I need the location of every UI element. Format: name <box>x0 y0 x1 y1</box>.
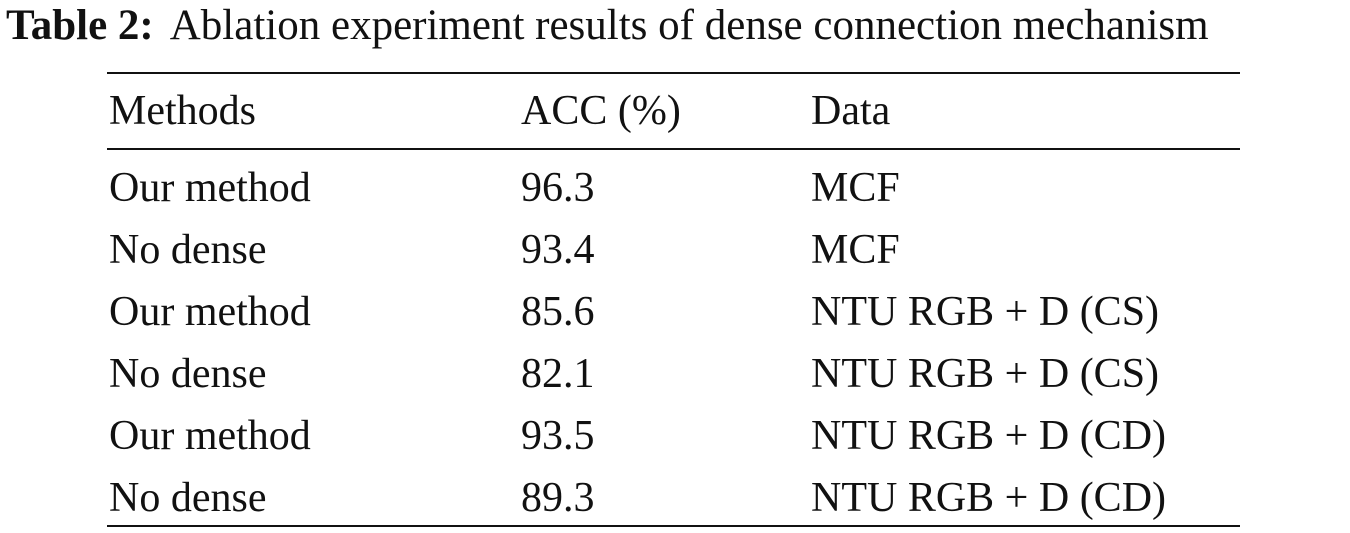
table-row: No dense 82.1 NTU RGB + D (CS) <box>107 343 1240 405</box>
cell-method: No dense <box>109 351 267 397</box>
header-acc: ACC (%) <box>521 88 681 134</box>
cell-acc: 93.5 <box>521 413 595 459</box>
header-methods: Methods <box>109 88 256 134</box>
cell-data: NTU RGB + D (CS) <box>811 289 1160 335</box>
table-row: No dense 93.4 MCF <box>107 219 1240 281</box>
table-row: Our method 85.6 NTU RGB + D (CS) <box>107 281 1240 343</box>
table-caption-text: Ablation experiment results of dense con… <box>169 2 1209 49</box>
cell-method: No dense <box>109 227 267 273</box>
cell-method: No dense <box>109 475 267 521</box>
table-header-rule <box>107 148 1240 150</box>
cell-acc: 82.1 <box>521 351 595 397</box>
header-data: Data <box>811 88 891 134</box>
cell-data: MCF <box>811 227 900 273</box>
cell-acc: 93.4 <box>521 227 595 273</box>
table-caption-label: Table 2: <box>6 2 154 49</box>
cell-acc: 85.6 <box>521 289 595 335</box>
table-top-rule <box>107 72 1240 74</box>
table-row: No dense 89.3 NTU RGB + D (CD) <box>107 467 1240 529</box>
cell-data: MCF <box>811 165 900 211</box>
table-caption: Table 2: Ablation experiment results of d… <box>6 0 1346 52</box>
table-row: Our method 93.5 NTU RGB + D (CD) <box>107 405 1240 467</box>
cell-data: NTU RGB + D (CD) <box>811 413 1167 459</box>
cell-acc: 89.3 <box>521 475 595 521</box>
cell-method: Our method <box>109 165 311 211</box>
table-header: Methods ACC (%) Data <box>107 80 1240 142</box>
table-body: Our method 96.3 MCF No dense 93.4 MCF Ou… <box>107 157 1240 529</box>
cell-acc: 96.3 <box>521 165 595 211</box>
table-header-row: Methods ACC (%) Data <box>107 80 1240 142</box>
cell-data: NTU RGB + D (CD) <box>811 475 1167 521</box>
table-row: Our method 96.3 MCF <box>107 157 1240 219</box>
cell-method: Our method <box>109 413 311 459</box>
cell-data: NTU RGB + D (CS) <box>811 351 1160 397</box>
cell-method: Our method <box>109 289 311 335</box>
table-bottom-rule <box>107 525 1240 527</box>
